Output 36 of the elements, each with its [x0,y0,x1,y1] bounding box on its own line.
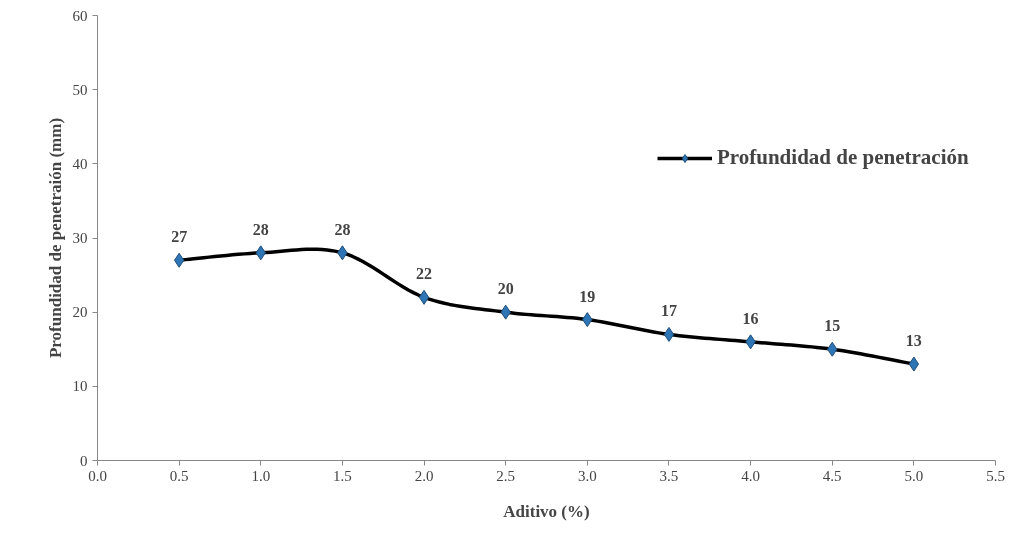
x-tick-label: 5.5 [986,467,1005,484]
x-tick-label: 4.5 [822,467,842,484]
data-label: 28 [252,220,269,238]
x-tick-label: 3.0 [577,467,597,484]
y-tick-label: 60 [72,7,88,24]
data-label: 17 [660,302,677,320]
x-tick-label: 2.5 [496,467,516,484]
y-tick-label: 30 [72,230,88,246]
y-tick-label: 20 [72,304,88,321]
x-tick-label: 5.0 [904,467,924,484]
point [663,326,675,342]
data-label: 16 [742,309,759,327]
data-label: 15 [824,317,841,335]
data-label: 20 [497,280,514,298]
data-label: 27 [171,228,188,246]
y-tick-label: 0 [80,452,88,469]
x-tick-label: 1.5 [333,467,352,484]
point [173,252,185,268]
data-label: 19 [579,287,596,305]
y-axis-title: Profundidad de penetraión (mm) [45,117,65,359]
data-label: 13 [905,332,922,350]
data-label: 28 [334,220,351,238]
y-tick-label: 10 [72,378,88,395]
x-axis-title: Aditivo (%) [503,501,590,521]
point [908,356,920,372]
x-tick-label: 0.0 [88,467,107,484]
x-tick-label: 1.0 [251,467,271,484]
y-tick-label: 50 [72,81,88,98]
data-label: 22 [416,265,433,283]
legend-label: Profundidad de penetración [717,145,969,170]
x-tick-label: 2.0 [414,467,434,484]
point [418,289,430,305]
x-tick-label: 0.5 [169,467,189,484]
x-tick-label: 3.5 [659,467,679,484]
x-tick-label: 4.0 [741,467,760,484]
y-tick-label: 40 [72,155,88,172]
